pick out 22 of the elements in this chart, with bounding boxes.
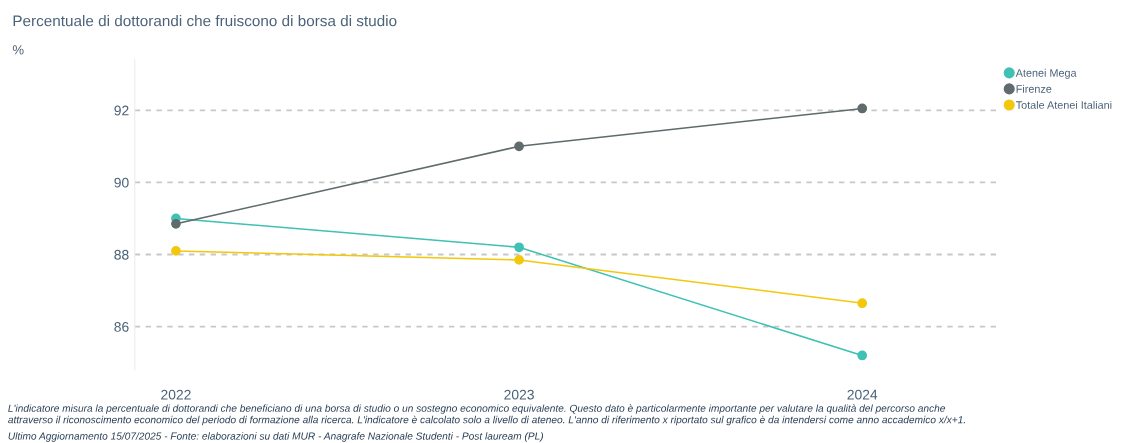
- y-tick-label: 92: [114, 105, 129, 116]
- legend-label: Firenze: [1016, 84, 1052, 93]
- point: [514, 255, 524, 265]
- point: [857, 350, 868, 361]
- text: Ultimo Aggiornamento 15/07/2025 - Fonte: elaborazioni su dati MUR - Anagrafe Nazionale Studenti - Post lauream (PL): [8, 432, 544, 442]
- legend-label: Atenei Mega: [1015, 68, 1077, 79]
- chart-title: Percentuale di dottorandi che fruiscono di borsa di studio: [13, 15, 397, 27]
- text: %: [12, 45, 24, 55]
- point: [171, 219, 181, 229]
- x-tick-label: 2024: [847, 389, 878, 400]
- x-tick-label: 2023: [504, 389, 534, 400]
- point: [514, 141, 524, 152]
- x-tick-label: 2022: [161, 389, 191, 400]
- y-tick-label: 88: [114, 249, 129, 260]
- point: [857, 103, 868, 114]
- legend-label: Totale Atenei Italiani: [1015, 100, 1112, 109]
- point: [514, 242, 524, 253]
- text: L'indicatore misura la percentuale di dottorandi che beneficiano di una borsa di studio o un sostegno economico equivalente. Questo dato è particolarmente importante per valutare la qualità del percorso anche attraverso il riconoscimento economico del periodo di formazione alla ricerca. L'indicatore è calcolato solo a livello di ateneo. L'anno di riferimento x riportato sul grafico è da intendersi come anno accademico x/x+1.: [8, 404, 965, 426]
- point: [857, 298, 868, 309]
- point: [171, 246, 181, 256]
- y-tick-label: 86: [114, 321, 129, 332]
- y-tick-label: 90: [114, 177, 129, 188]
